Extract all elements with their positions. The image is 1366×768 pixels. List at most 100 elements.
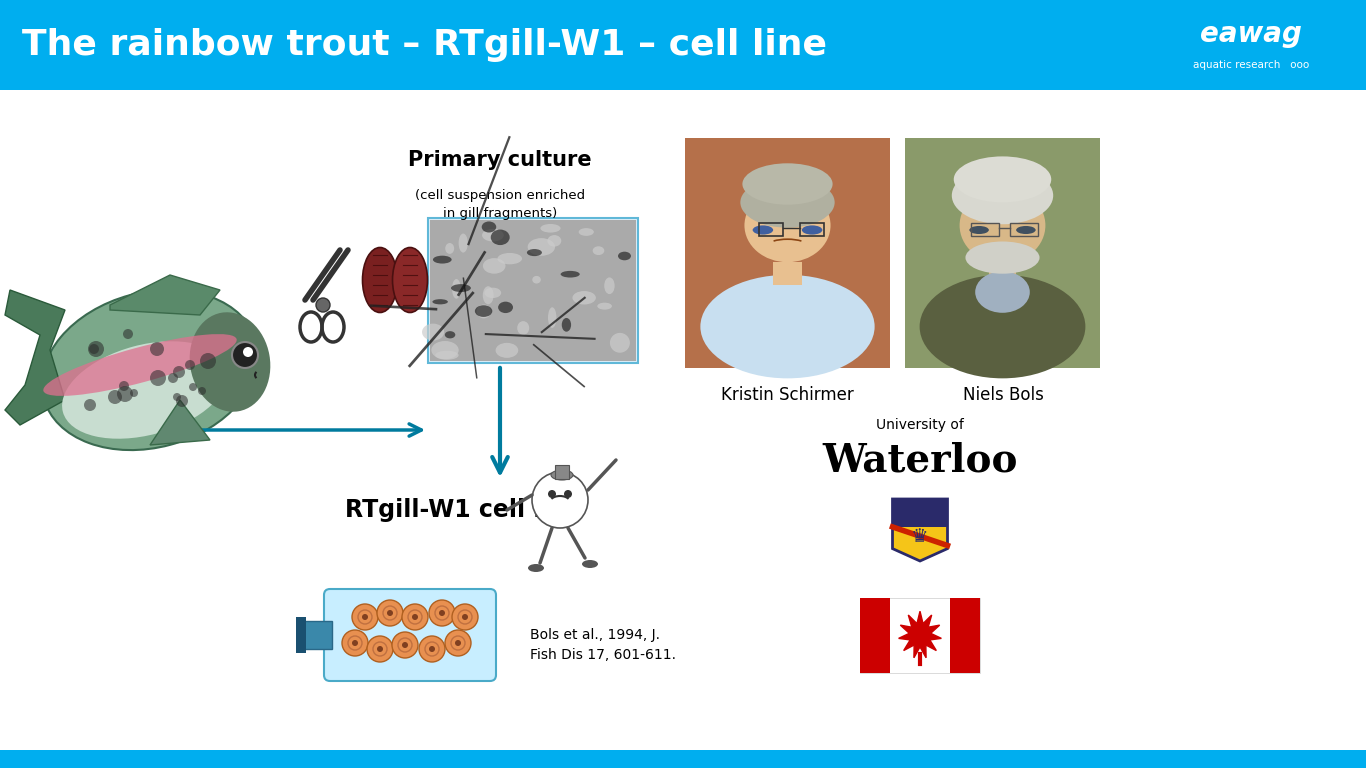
Ellipse shape xyxy=(445,331,455,339)
Ellipse shape xyxy=(975,271,1030,313)
Ellipse shape xyxy=(44,334,236,396)
Text: The rainbow trout – RTgill-W1 – cell line: The rainbow trout – RTgill-W1 – cell lin… xyxy=(22,28,826,62)
Ellipse shape xyxy=(422,323,444,340)
Ellipse shape xyxy=(496,343,518,358)
Circle shape xyxy=(402,642,408,648)
Circle shape xyxy=(108,390,122,404)
Polygon shape xyxy=(111,275,220,315)
Ellipse shape xyxy=(490,230,510,245)
Circle shape xyxy=(176,395,189,407)
Ellipse shape xyxy=(541,224,560,233)
Ellipse shape xyxy=(61,341,228,439)
Text: ♛: ♛ xyxy=(911,527,929,546)
Ellipse shape xyxy=(477,305,490,319)
Bar xyxy=(684,138,891,368)
Ellipse shape xyxy=(611,333,630,353)
Bar xyxy=(0,750,1366,768)
Ellipse shape xyxy=(579,228,594,236)
Circle shape xyxy=(184,360,195,370)
Circle shape xyxy=(402,604,428,630)
Bar xyxy=(906,138,1100,368)
Circle shape xyxy=(189,383,197,391)
Circle shape xyxy=(438,610,445,616)
Bar xyxy=(861,598,891,673)
Circle shape xyxy=(452,604,478,630)
Bar xyxy=(773,262,802,285)
Circle shape xyxy=(352,604,378,630)
Circle shape xyxy=(352,640,358,646)
Text: Primary culture: Primary culture xyxy=(408,150,591,170)
Polygon shape xyxy=(5,290,66,425)
Circle shape xyxy=(232,342,258,368)
Circle shape xyxy=(83,399,96,411)
Circle shape xyxy=(455,640,460,646)
Bar xyxy=(800,223,825,236)
Circle shape xyxy=(173,393,182,401)
Ellipse shape xyxy=(433,300,448,304)
Polygon shape xyxy=(150,400,210,445)
Circle shape xyxy=(429,646,434,652)
Circle shape xyxy=(168,373,178,383)
Ellipse shape xyxy=(953,157,1052,203)
Ellipse shape xyxy=(550,470,572,480)
Ellipse shape xyxy=(392,247,428,313)
Circle shape xyxy=(198,387,206,395)
Circle shape xyxy=(150,370,167,386)
Ellipse shape xyxy=(484,258,505,273)
Ellipse shape xyxy=(742,164,833,205)
Ellipse shape xyxy=(572,291,596,304)
Ellipse shape xyxy=(433,256,452,263)
Polygon shape xyxy=(892,499,948,527)
Circle shape xyxy=(199,353,216,369)
Circle shape xyxy=(377,600,403,626)
Bar xyxy=(989,262,1016,285)
Bar xyxy=(302,621,332,649)
Circle shape xyxy=(462,614,469,620)
Text: Niels Bols: Niels Bols xyxy=(963,386,1044,404)
Ellipse shape xyxy=(1016,226,1035,234)
Ellipse shape xyxy=(548,307,556,328)
Circle shape xyxy=(89,344,98,354)
Text: (cell suspension enriched
in gill fragments): (cell suspension enriched in gill fragme… xyxy=(415,190,585,220)
Ellipse shape xyxy=(527,249,542,256)
Ellipse shape xyxy=(582,560,598,568)
Circle shape xyxy=(367,636,393,662)
Ellipse shape xyxy=(475,305,492,317)
Text: aquatic research   ooo: aquatic research ooo xyxy=(1193,60,1309,70)
Ellipse shape xyxy=(533,276,541,283)
Ellipse shape xyxy=(744,189,831,262)
Ellipse shape xyxy=(952,167,1053,224)
Ellipse shape xyxy=(959,187,1045,263)
Circle shape xyxy=(130,389,138,397)
Circle shape xyxy=(531,472,587,528)
Ellipse shape xyxy=(445,243,454,254)
Circle shape xyxy=(117,386,133,402)
Ellipse shape xyxy=(802,225,822,234)
Text: Kristin Schirmer: Kristin Schirmer xyxy=(721,386,854,404)
Circle shape xyxy=(429,600,455,626)
Ellipse shape xyxy=(482,229,504,241)
Polygon shape xyxy=(899,611,941,658)
Bar xyxy=(0,0,1366,90)
Circle shape xyxy=(548,490,556,498)
Ellipse shape xyxy=(970,226,989,234)
Ellipse shape xyxy=(436,351,459,359)
Ellipse shape xyxy=(518,321,529,335)
Ellipse shape xyxy=(362,247,398,313)
Text: Waterloo: Waterloo xyxy=(822,441,1018,479)
Ellipse shape xyxy=(497,253,522,264)
Text: RTgill-W1 cell line: RTgill-W1 cell line xyxy=(346,498,582,522)
Ellipse shape xyxy=(452,279,460,299)
Polygon shape xyxy=(892,499,948,561)
Text: Bols et al., 1994, J.
Fish Dis 17, 601-611.: Bols et al., 1994, J. Fish Dis 17, 601-6… xyxy=(530,627,676,662)
Circle shape xyxy=(243,347,253,357)
Bar xyxy=(428,218,638,363)
Ellipse shape xyxy=(919,275,1086,379)
Ellipse shape xyxy=(42,290,258,450)
Ellipse shape xyxy=(604,277,615,294)
Circle shape xyxy=(173,366,184,378)
Bar xyxy=(758,223,783,236)
Ellipse shape xyxy=(561,318,571,332)
Bar xyxy=(555,465,570,479)
Ellipse shape xyxy=(459,233,467,253)
